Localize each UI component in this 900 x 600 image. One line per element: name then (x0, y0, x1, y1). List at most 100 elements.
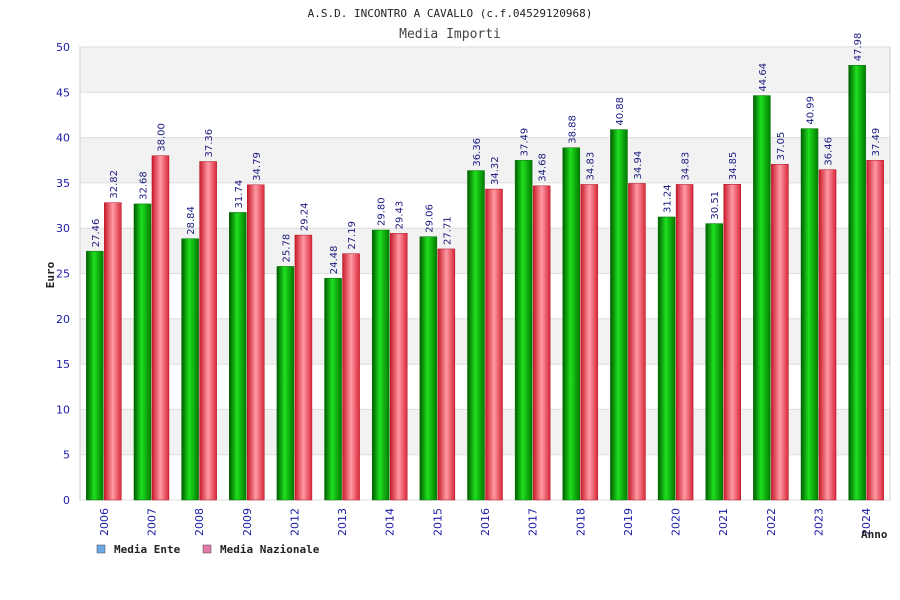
bar-media-nazionale-2023 (818, 169, 837, 501)
value-label: 27.46 (91, 219, 102, 248)
bar-media-nazionale-2017 (532, 185, 551, 501)
value-label: 32.82 (109, 170, 120, 199)
value-label: 34.32 (490, 156, 501, 185)
value-label: 38.88 (567, 115, 578, 144)
value-label: 24.48 (329, 246, 340, 275)
bar-media-ente-2014 (371, 229, 390, 501)
bar-media-ente-2006 (86, 250, 104, 501)
value-label: 25.78 (281, 234, 292, 263)
bar-media-ente-2007 (133, 203, 152, 501)
bar-media-ente-2017 (514, 160, 533, 501)
bar-media-nazionale-2018 (580, 184, 599, 501)
legend-swatch-media-nazionale (202, 544, 212, 554)
bar-media-nazionale-2006 (104, 202, 122, 501)
value-label: 40.88 (615, 97, 626, 126)
legend: Media Ente Media Nazionale (96, 543, 320, 556)
x-tick-label: 2012 (288, 508, 301, 536)
chart-subtitle: Media Importi (399, 27, 501, 42)
bar-media-ente-2008 (181, 238, 199, 501)
bar-media-nazionale-2014 (389, 233, 408, 501)
legend-label-media-ente: Media Ente (114, 543, 181, 556)
bar-media-ente-2023 (800, 128, 819, 501)
y-tick-label: 15 (56, 358, 70, 371)
y-tick-label: 5 (63, 449, 70, 462)
value-label: 37.36 (204, 129, 215, 158)
y-tick-label: 20 (56, 313, 70, 326)
y-tick-label: 50 (56, 41, 70, 54)
value-label: 38.00 (156, 123, 167, 152)
bar-media-ente-2013 (324, 277, 342, 501)
value-label: 47.98 (853, 33, 864, 62)
bar-media-ente-2021 (705, 223, 723, 501)
x-tick-label: 2021 (717, 508, 730, 536)
y-tick-label: 35 (56, 177, 70, 190)
bar-media-ente-2019 (610, 129, 628, 501)
bar-media-nazionale-2024 (866, 160, 884, 501)
x-tick-label: 2022 (765, 508, 778, 536)
value-label: 34.83 (681, 152, 692, 181)
x-axis-ticks: 2006 2007 2008 2009 2012 2013 2014 2015 2016 2017… (98, 508, 873, 536)
y-tick-label: 30 (56, 222, 70, 235)
value-label: 28.84 (186, 206, 197, 235)
bar-media-ente-2020 (657, 216, 676, 501)
bar-media-ente-2022 (753, 95, 771, 501)
value-label: 34.68 (538, 153, 549, 182)
value-label: 29.24 (299, 202, 310, 231)
bar-media-ente-2016 (467, 170, 485, 501)
bar-media-nazionale-2012 (294, 234, 313, 501)
value-label: 40.99 (806, 96, 817, 125)
bar-media-nazionale-2009 (247, 184, 265, 501)
x-tick-label: 2015 (431, 508, 444, 536)
bar-media-nazionale-2007 (151, 155, 170, 501)
x-tick-label: 2018 (574, 508, 587, 536)
bar-media-ente-2015 (419, 236, 438, 501)
value-label: 27.71 (442, 216, 453, 245)
y-tick-label: 10 (56, 403, 70, 416)
chart-title: A.S.D. INCONTRO A CAVALLO (c.f.045291209… (308, 7, 593, 20)
x-tick-label: 2009 (241, 508, 254, 536)
value-label: 27.19 (347, 221, 358, 250)
value-label: 34.79 (252, 152, 263, 181)
bar-media-nazionale-2020 (675, 184, 694, 501)
grid-band (80, 47, 890, 93)
value-label: 31.24 (663, 184, 674, 213)
value-label: 29.06 (424, 204, 435, 233)
value-labels: 27.46 32.82 32.68 38.00 28.84 37.36 31.74 34.79… (91, 33, 882, 275)
x-tick-label: 2020 (670, 508, 683, 536)
value-label: 29.80 (377, 197, 388, 226)
value-label: 37.49 (520, 128, 531, 157)
y-axis-ticks: 0 5 10 15 20 25 30 35 40 45 50 (56, 41, 70, 507)
bar-media-ente-2009 (229, 212, 247, 501)
bar-media-nazionale-2016 (485, 188, 503, 501)
value-label: 44.64 (758, 63, 769, 92)
x-tick-label: 2016 (479, 508, 492, 536)
bar-media-ente-2018 (562, 147, 581, 501)
value-label: 32.68 (138, 171, 149, 200)
bar-media-nazionale-2013 (342, 253, 360, 501)
x-tick-label: 2023 (813, 508, 826, 536)
x-tick-label: 2017 (527, 508, 540, 536)
y-tick-label: 0 (63, 494, 70, 507)
y-tick-label: 25 (56, 268, 70, 281)
bar-media-nazionale-2021 (723, 184, 741, 501)
x-tick-label: 2006 (98, 508, 111, 536)
legend-label-media-nazionale: Media Nazionale (220, 543, 320, 556)
value-label: 34.85 (728, 152, 739, 181)
x-tick-label: 2019 (622, 508, 635, 536)
value-label: 29.43 (395, 201, 406, 230)
x-axis-label: Anno (861, 528, 888, 541)
x-tick-label: 2008 (193, 508, 206, 536)
bar-media-ente-2024 (848, 65, 866, 501)
y-tick-label: 40 (56, 132, 70, 145)
value-label: 37.49 (871, 128, 882, 157)
bar-media-nazionale-2008 (199, 161, 217, 501)
value-label: 36.36 (472, 138, 483, 167)
legend-swatch-media-ente (96, 544, 106, 554)
bar-media-nazionale-2015 (437, 248, 456, 501)
value-label: 36.46 (824, 137, 835, 166)
value-label: 34.94 (633, 151, 644, 180)
value-label: 37.05 (776, 132, 787, 161)
value-label: 34.83 (585, 152, 596, 181)
x-tick-label: 2014 (384, 508, 397, 536)
